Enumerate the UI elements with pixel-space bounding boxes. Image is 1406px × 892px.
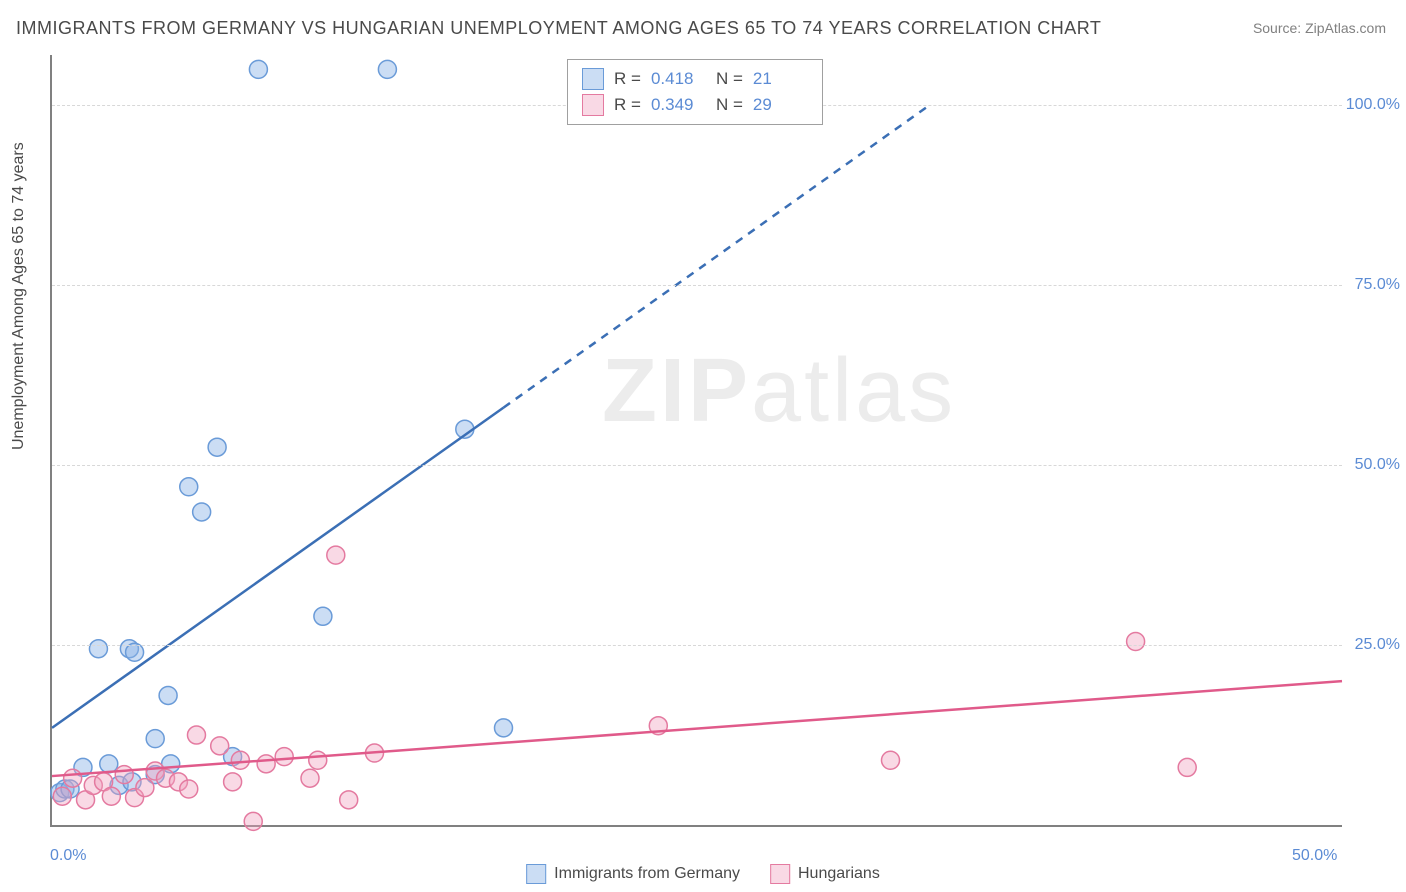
chart-svg-layer [52,55,1342,825]
scatter-point-germany [249,60,267,78]
legend-item-hungarians: Hungarians [770,864,880,884]
scatter-point-hungarians [340,791,358,809]
y-tick-label: 50.0% [1355,456,1400,474]
scatter-point-germany [180,478,198,496]
legend-label: Immigrants from Germany [554,865,740,883]
y-tick-label: 75.0% [1355,276,1400,294]
scatter-point-hungarians [136,779,154,797]
trend-line-germany [52,408,504,728]
scatter-point-germany [159,686,177,704]
series-legend: Immigrants from Germany Hungarians [526,864,880,884]
scatter-point-hungarians [275,748,293,766]
scatter-point-hungarians [1178,758,1196,776]
scatter-point-germany [378,60,396,78]
scatter-point-hungarians [64,769,82,787]
correlation-legend: R = 0.418 N = 21 R = 0.349 N = 29 [567,59,823,125]
r-value: 0.418 [651,69,706,89]
scatter-point-germany [208,438,226,456]
n-label: N = [716,69,743,89]
legend-swatch [582,94,604,116]
scatter-point-hungarians [301,769,319,787]
scatter-point-germany [146,730,164,748]
scatter-point-germany [89,640,107,658]
scatter-point-hungarians [257,755,275,773]
scatter-point-hungarians [309,751,327,769]
y-axis-label: Unemployment Among Ages 65 to 74 years [10,142,28,450]
chart-title: IMMIGRANTS FROM GERMANY VS HUNGARIAN UNE… [16,18,1101,39]
scatter-point-hungarians [231,751,249,769]
scatter-point-hungarians [102,787,120,805]
legend-swatch [770,864,790,884]
trend-line-hungarians [52,681,1342,776]
legend-swatch [582,68,604,90]
y-tick-label: 25.0% [1355,636,1400,654]
grid-line [52,645,1342,646]
source-attribution: Source: ZipAtlas.com [1253,20,1386,36]
legend-item-germany: Immigrants from Germany [526,864,740,884]
r-value: 0.349 [651,95,706,115]
chart-plot-area: ZIPatlas 25.0%50.0%75.0%100.0% R =0.418N… [50,55,1342,827]
scatter-point-hungarians [882,751,900,769]
r-label: R = [614,95,641,115]
correlation-row-hungarians: R = 0.349 N = 29 [582,92,808,118]
scatter-point-hungarians [1127,632,1145,650]
x-tick-label: 0.0% [50,847,86,865]
scatter-point-germany [193,503,211,521]
scatter-point-germany [495,719,513,737]
legend-label: Hungarians [798,865,880,883]
scatter-point-hungarians [180,780,198,798]
trend-line-dashed-germany [504,105,930,407]
scatter-point-hungarians [224,773,242,791]
x-tick-label: 50.0% [1292,847,1337,865]
y-tick-label: 100.0% [1346,96,1400,114]
legend-swatch [526,864,546,884]
scatter-point-hungarians [327,546,345,564]
scatter-point-germany [314,607,332,625]
correlation-row-germany: R = 0.418 N = 21 [582,66,808,92]
scatter-point-germany [100,755,118,773]
scatter-point-hungarians [211,737,229,755]
scatter-point-hungarians [53,787,71,805]
n-value: 21 [753,69,808,89]
scatter-point-hungarians [115,766,133,784]
scatter-point-hungarians [244,812,262,830]
n-value: 29 [753,95,808,115]
n-label: N = [716,95,743,115]
grid-line [52,285,1342,286]
grid-line [52,465,1342,466]
scatter-point-hungarians [187,726,205,744]
r-label: R = [614,69,641,89]
